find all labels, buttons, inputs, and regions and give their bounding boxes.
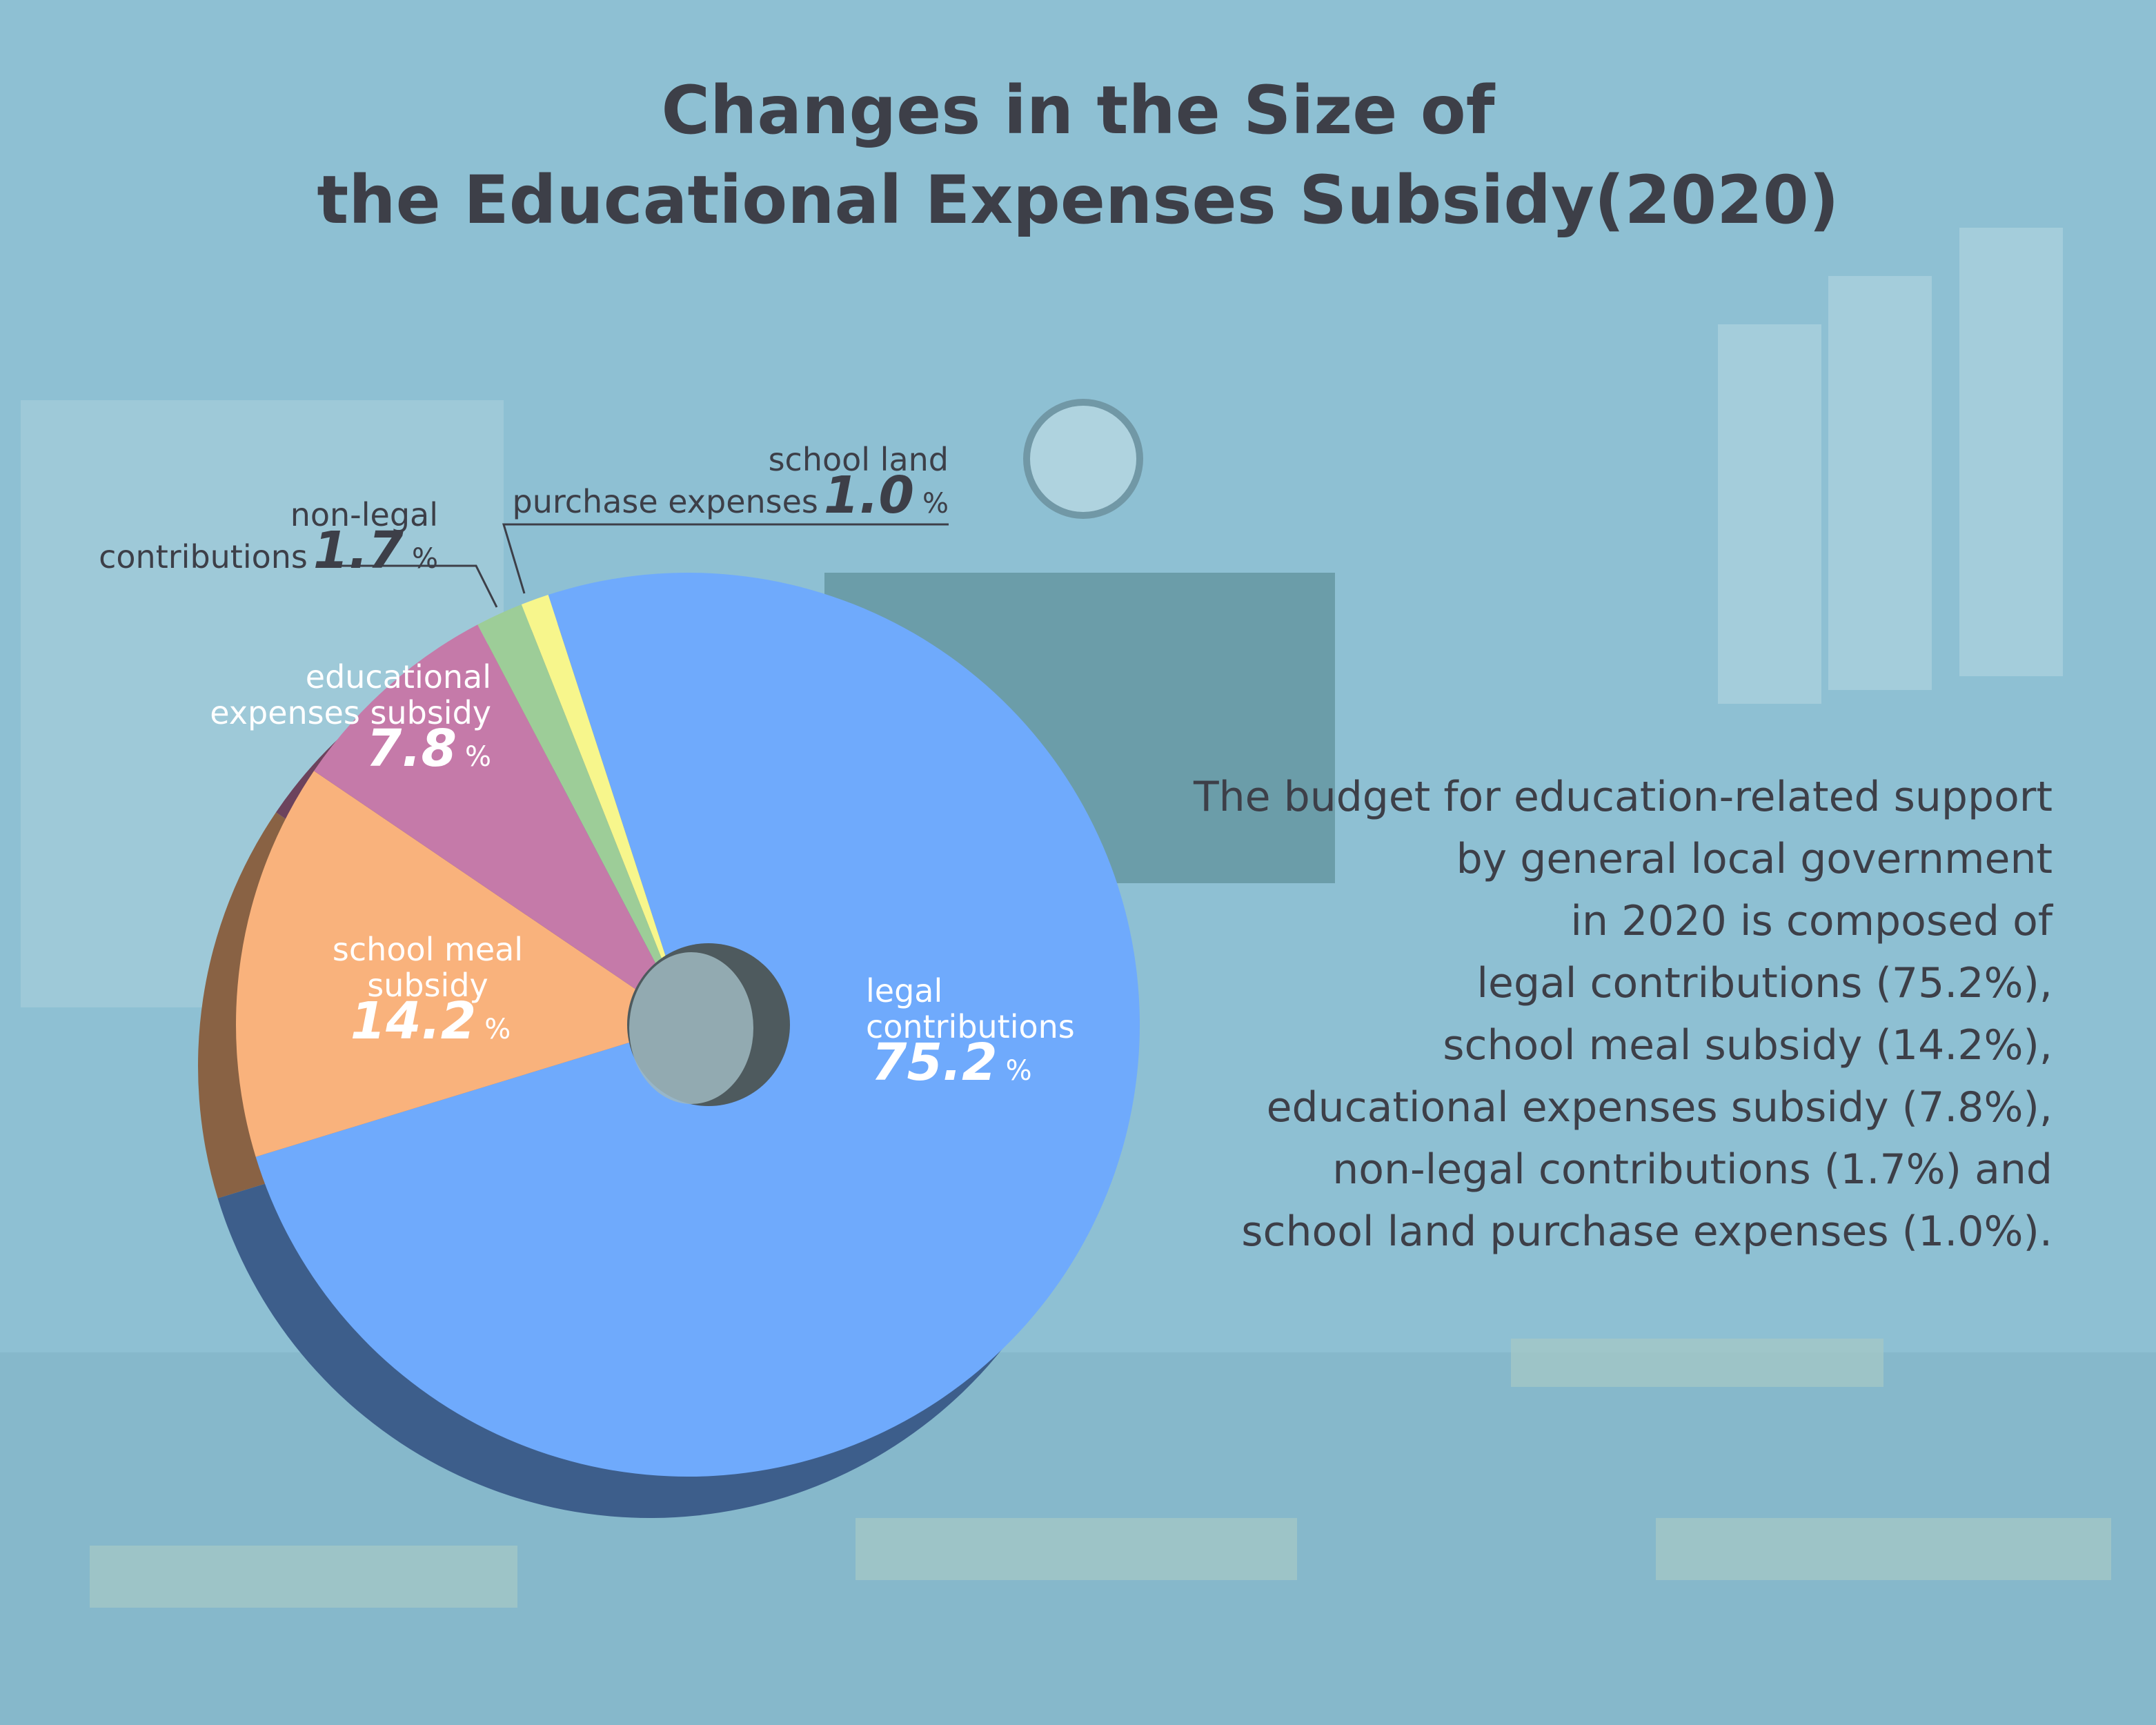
unit-label: % — [484, 1014, 511, 1045]
value-group: 14.2% — [290, 996, 566, 1047]
hole-inner — [629, 952, 753, 1104]
value-label: 1.0 — [823, 466, 914, 525]
desk — [1656, 1518, 2111, 1580]
window — [1718, 324, 1821, 704]
slice-label: school land purchase expenses 1.0% — [513, 442, 949, 522]
window — [1828, 276, 1932, 690]
unit-label: % — [922, 488, 949, 520]
unit-label: % — [464, 741, 491, 773]
value-group: 75.2% — [866, 1037, 1075, 1089]
desk — [856, 1518, 1297, 1580]
slice — [521, 595, 688, 1025]
value-label: 7.8 — [366, 719, 457, 778]
clock — [1023, 399, 1143, 519]
slice — [314, 624, 689, 1025]
category-label: school land purchase expenses — [512, 441, 949, 520]
value-group: 1.0% — [818, 470, 949, 521]
leader-line — [331, 564, 498, 608]
unit-label: % — [411, 543, 438, 575]
value-label: 1.7 — [313, 521, 404, 580]
category-label: non-legal contributions — [99, 496, 438, 575]
slice-label: non-legal contributions 1.7% — [99, 497, 438, 577]
pie-chart — [198, 573, 1140, 1518]
value-label: 14.2 — [350, 992, 477, 1051]
slice — [236, 771, 688, 1157]
desk — [90, 1546, 517, 1608]
description: The budget for education-related support… — [1193, 773, 2053, 1256]
category-label: educational expenses subsidy — [210, 658, 491, 731]
leader-line — [502, 523, 949, 594]
slice-label: educational expenses subsidy 7.8% — [210, 659, 491, 775]
value-group: 1.7% — [308, 525, 438, 576]
window — [1959, 228, 2063, 676]
slice — [477, 604, 688, 1025]
value-label: 75.2 — [871, 1033, 998, 1092]
chart-title: Changes in the Size of the Educational E… — [317, 72, 1839, 239]
category-label: school meal subsidy — [332, 931, 524, 1004]
category-label: legal contributions — [866, 972, 1075, 1045]
slice-label: school meal subsidy 14.2% — [290, 931, 566, 1047]
desk — [1511, 1339, 1883, 1387]
slice-label: legal contributions 75.2% — [866, 973, 1075, 1089]
value-group: 7.8% — [210, 723, 491, 775]
unit-label: % — [1005, 1055, 1032, 1087]
